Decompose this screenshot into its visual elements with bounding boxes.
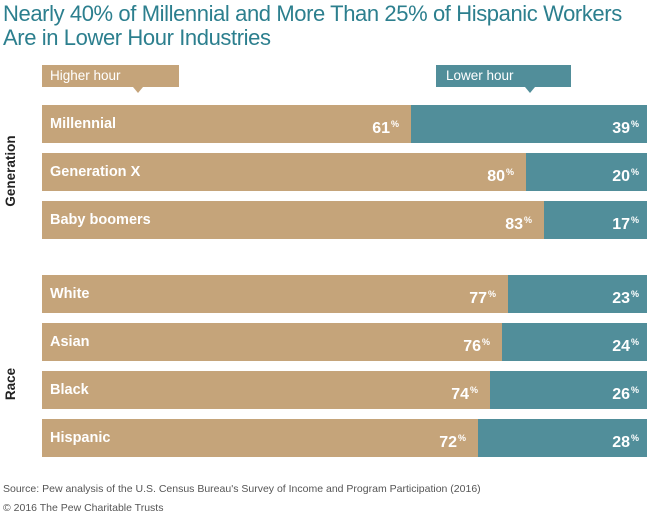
bar-segment-lower <box>490 371 647 409</box>
bar-row: Asian 76% 24% <box>42 323 647 361</box>
value-label-lower: 28% <box>612 433 639 451</box>
category-label: Generation X <box>50 164 141 180</box>
copyright-note: © 2016 The Pew Charitable Trusts <box>3 502 164 514</box>
group-label-generation: Generation <box>3 135 18 207</box>
value-label-lower: 26% <box>612 385 639 403</box>
bar-segment-higher <box>42 371 490 409</box>
chart-title: Nearly 40% of Millennial and More Than 2… <box>3 1 622 50</box>
value-label-lower: 39% <box>612 119 639 137</box>
category-label: Black <box>50 382 89 398</box>
value-label-higher: 61% <box>372 119 399 137</box>
bar-segment-higher <box>42 201 544 239</box>
bar-segment-lower <box>411 105 647 143</box>
bar-segment-higher <box>42 323 502 361</box>
value-label-higher: 72% <box>439 433 466 451</box>
category-label: Hispanic <box>50 430 111 446</box>
value-label-higher: 80% <box>487 167 514 185</box>
bar-segment-lower <box>508 275 647 313</box>
bar-segment-lower <box>544 201 647 239</box>
bar-row: Millennial 61% 39% <box>42 105 647 143</box>
group-label-race: Race <box>3 367 18 401</box>
value-label-lower: 20% <box>612 167 639 185</box>
bar-segment-lower <box>526 153 647 191</box>
legend-higher-pointer <box>133 87 143 93</box>
bar-row: Black 74% 26% <box>42 371 647 409</box>
bar-row: White 77% 23% <box>42 275 647 313</box>
legend-lower-hour: Lower hour industry <box>436 65 571 105</box>
category-label: Millennial <box>50 116 117 132</box>
bar-row: Hispanic 72% 28% <box>42 419 647 457</box>
bar-segment-higher <box>42 105 411 143</box>
bar-segment-lower <box>478 419 647 457</box>
category-label: White <box>50 286 90 302</box>
value-label-lower: 23% <box>612 289 639 307</box>
bar-row: Generation X 80% 20% <box>42 153 647 191</box>
bar-segment-higher <box>42 275 508 313</box>
bar-segment-lower <box>502 323 647 361</box>
category-label: Baby boomers <box>50 212 151 228</box>
value-label-lower: 24% <box>612 337 639 355</box>
value-label-higher: 76% <box>463 337 490 355</box>
value-label-higher: 77% <box>469 289 496 307</box>
bar-segment-higher <box>42 153 526 191</box>
value-label-lower: 17% <box>612 215 639 233</box>
bar-row: Baby boomers 83% 17% <box>42 201 647 239</box>
legend-higher-hour: Higher hour industry <box>42 65 179 105</box>
bar-segment-higher <box>42 419 478 457</box>
legend-lower-pointer <box>525 87 535 93</box>
value-label-higher: 83% <box>505 215 532 233</box>
source-note: Source: Pew analysis of the U.S. Census … <box>3 483 481 495</box>
category-label: Asian <box>50 334 90 350</box>
value-label-higher: 74% <box>451 385 478 403</box>
